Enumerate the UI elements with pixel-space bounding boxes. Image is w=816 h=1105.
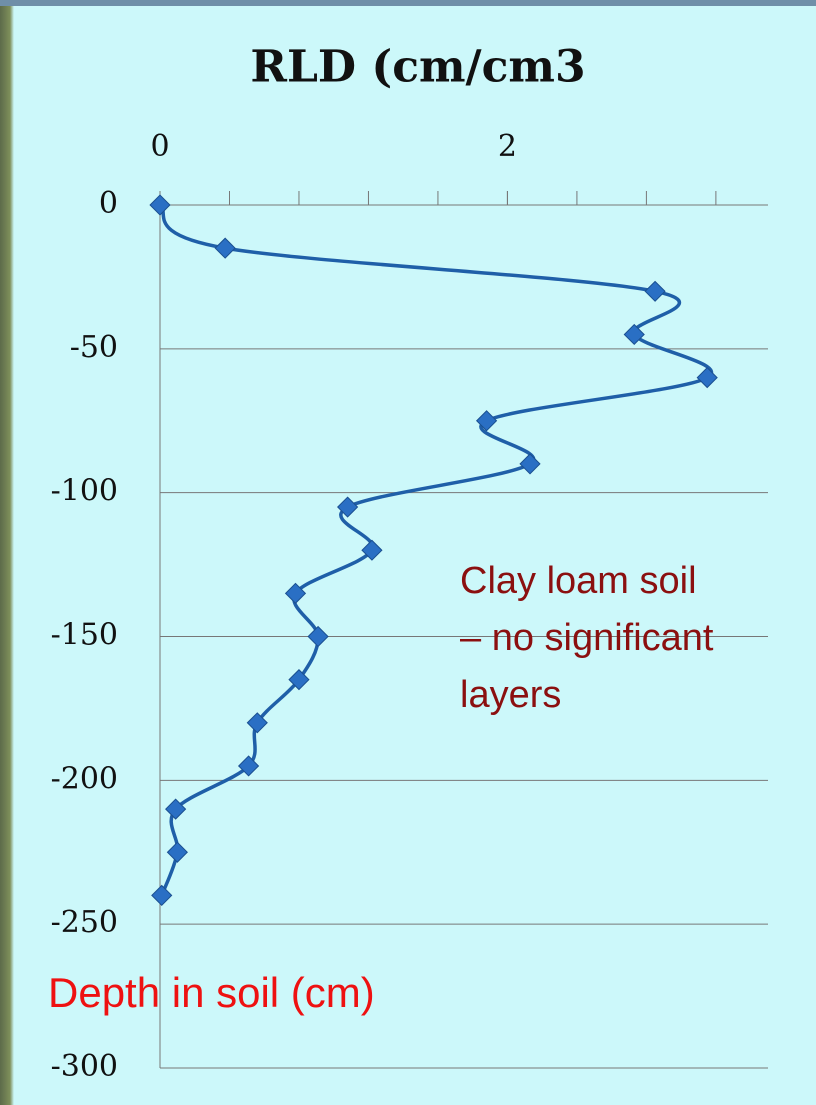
y-tick-label: -50 <box>70 330 118 365</box>
chart-title: RLD (cm/cm3 <box>250 42 585 93</box>
y-tick-label: -300 <box>51 1049 118 1084</box>
y-tick-label: -250 <box>51 905 118 940</box>
x-tick-label: 2 <box>498 129 517 164</box>
y-tick-label: 0 <box>99 186 118 221</box>
data-point <box>214 237 236 259</box>
data-point <box>475 410 498 432</box>
data-point <box>284 582 307 604</box>
data-point <box>644 280 666 302</box>
data-point <box>623 323 645 346</box>
annotation: Depth in soil (cm) <box>48 969 375 1016</box>
data-point <box>151 884 173 907</box>
y-tick-label: -150 <box>51 618 118 653</box>
annotation: – no significant <box>460 617 714 659</box>
data-point <box>246 712 268 734</box>
annotation: layers <box>460 674 561 716</box>
annotation: Clay loam soil <box>460 560 697 602</box>
data-line <box>158 203 713 897</box>
data-point <box>307 625 329 648</box>
y-tick-label: -200 <box>51 761 118 796</box>
data-point <box>696 366 718 389</box>
data-point <box>361 539 383 561</box>
data-point <box>165 798 187 820</box>
x-tick-label: 0 <box>150 129 169 164</box>
data-point <box>519 453 541 475</box>
data-point <box>166 841 188 863</box>
y-tick-label: -100 <box>51 474 118 509</box>
data-point <box>149 194 171 216</box>
data-point <box>237 755 260 777</box>
top-border <box>0 0 816 6</box>
data-point <box>288 669 310 691</box>
data-point <box>337 496 359 518</box>
